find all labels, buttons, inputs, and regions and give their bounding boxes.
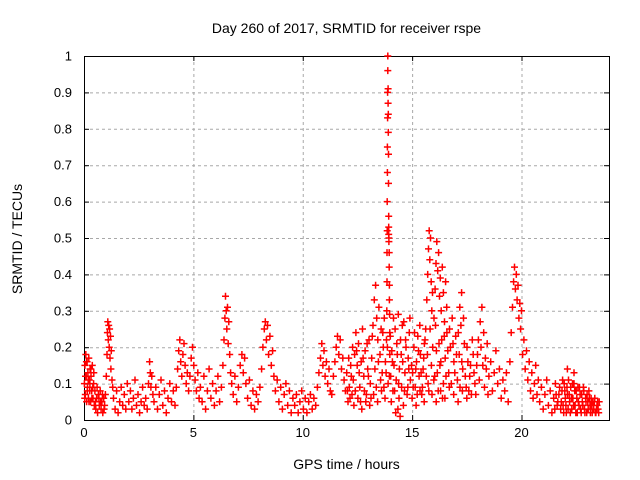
y-tick-labels: 0 0.1 0.2 0.3 0.4 0.5 0.6 0.7 0.8 0.9 1	[54, 49, 72, 428]
plot-frame	[84, 56, 610, 421]
y-tick-label: 0.1	[54, 376, 72, 391]
x-tick-label: 10	[296, 425, 310, 440]
y-tick-label: 0.9	[54, 85, 72, 100]
y-tick-label: 0.4	[54, 267, 72, 282]
y-axis-label: SRMTID / TECUs	[9, 183, 25, 295]
y-tick-label: 1	[65, 49, 72, 64]
y-tick-label: 0.8	[54, 121, 72, 136]
y-tick-label: 0.5	[54, 231, 72, 246]
x-tick-label: 15	[405, 425, 419, 440]
y-tick-label: 0.3	[54, 303, 72, 318]
x-tick-label: 20	[514, 425, 528, 440]
x-tick-labels: 0 5 10 15 20	[80, 425, 528, 440]
x-axis-label: GPS time / hours	[293, 456, 400, 472]
grid-lines	[84, 56, 609, 420]
x-tick-label: 5	[190, 425, 197, 440]
y-tick-label: 0.6	[54, 194, 72, 209]
y-tick-label: 0.2	[54, 340, 72, 355]
chart-title: Day 260 of 2017, SRMTID for receiver rsp…	[211, 20, 482, 36]
data-points-series	[80, 52, 603, 420]
y-tick-label: 0	[65, 413, 72, 428]
x-tick-label: 0	[80, 425, 87, 440]
y-tick-label: 0.7	[54, 158, 72, 173]
